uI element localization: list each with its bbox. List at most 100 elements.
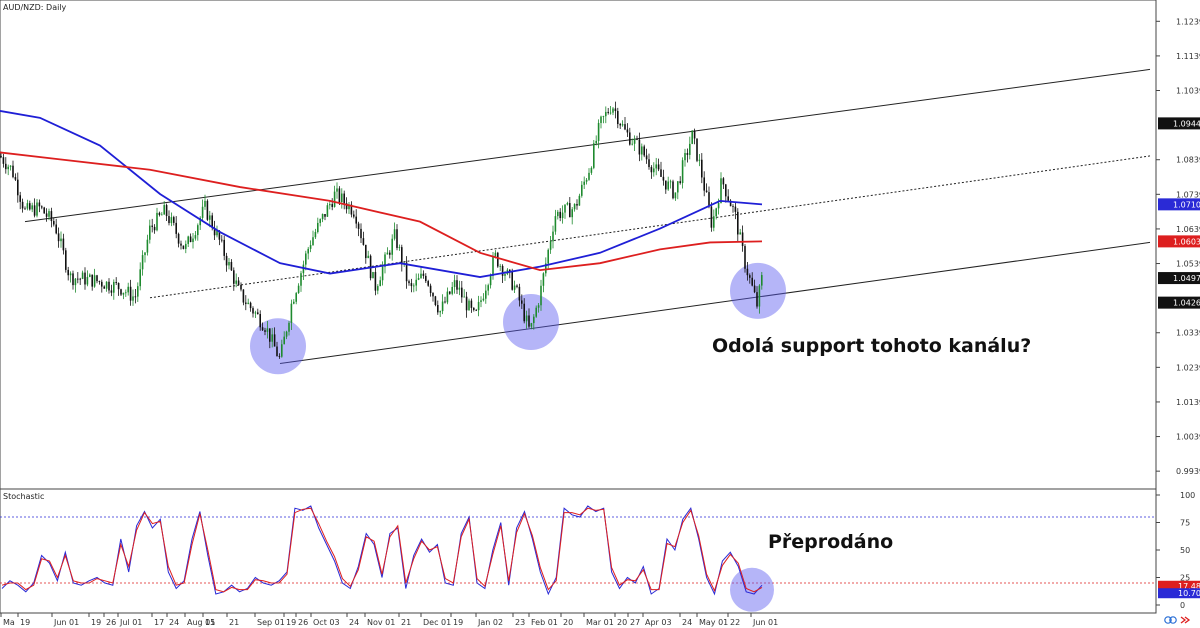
candle-body <box>173 217 175 223</box>
candle-body <box>617 111 619 125</box>
candle-body <box>185 243 187 249</box>
candle-body <box>477 301 480 311</box>
candle-body <box>456 280 458 290</box>
candle-body <box>461 287 463 298</box>
oversold-highlight-circle <box>730 567 774 612</box>
candle-body <box>199 217 201 226</box>
candle-body <box>151 225 153 227</box>
candle-body <box>665 180 667 190</box>
candle-body <box>283 336 285 345</box>
candle-body <box>585 179 588 182</box>
stochastic-tick-label: 100 <box>1180 491 1195 500</box>
candle-body <box>657 164 660 170</box>
link-icon[interactable] <box>1164 616 1177 624</box>
candle-body <box>237 280 240 286</box>
time-tick-label: 26 <box>106 618 116 627</box>
candle-body <box>379 280 381 287</box>
price-panel: AUD/NZD: Daily Odolá support tohoto kaná… <box>0 0 1157 490</box>
stochastic-lines <box>1 505 763 596</box>
candle-body <box>38 202 41 207</box>
candle-body <box>362 238 365 245</box>
candle-body <box>247 302 249 304</box>
candle-body <box>674 192 677 199</box>
candle-body <box>761 275 763 286</box>
candle-body <box>305 253 307 265</box>
candle-body <box>336 188 338 192</box>
candle-body <box>264 330 266 332</box>
candle-body <box>105 281 108 289</box>
support-highlight-circle <box>503 294 559 351</box>
candle-body <box>537 305 540 308</box>
stochastic-badge-label: 17.48 <box>1178 582 1200 591</box>
candle-body <box>360 228 362 239</box>
time-tick-label: Aug 01 <box>187 618 215 627</box>
candle-body <box>84 272 86 285</box>
candle-body <box>125 292 127 294</box>
candle-body <box>230 261 233 271</box>
candle-body <box>276 346 278 357</box>
time-tick-label: Ma <box>3 618 15 627</box>
candle-body <box>684 153 686 161</box>
price-tick-label: 1.0239 <box>1176 363 1200 372</box>
candle-body <box>756 292 758 307</box>
candle-body <box>583 181 585 185</box>
time-tick-label: 19 <box>453 618 463 627</box>
candle-body <box>101 281 103 287</box>
scroll-right-icon[interactable] <box>1180 616 1191 624</box>
candle-body <box>593 143 595 168</box>
candle-body <box>446 291 449 303</box>
candle-body <box>249 302 252 309</box>
candle-body <box>633 139 636 144</box>
candle-body <box>710 206 713 228</box>
candle-body <box>233 270 235 284</box>
candle-body <box>182 245 185 249</box>
stochastic-badge <box>1158 580 1200 591</box>
candle-body <box>350 204 353 215</box>
candle-body <box>113 281 115 293</box>
time-tick-label: 22 <box>730 618 740 627</box>
candle-body <box>489 275 492 286</box>
price-tick-label: 1.0839 <box>1176 156 1200 165</box>
time-tick-label: 24 <box>169 618 179 627</box>
candle-body <box>744 246 746 269</box>
stochastic-tick-label: 25 <box>1180 574 1190 583</box>
oversold-highlights <box>730 567 774 612</box>
candle-body <box>528 315 530 327</box>
price-tick-label: 1.0739 <box>1176 190 1200 199</box>
candle-body <box>257 312 259 314</box>
candle-body <box>122 292 125 295</box>
candle-body <box>525 315 528 322</box>
candle-body <box>533 316 535 324</box>
candle-body <box>729 200 732 207</box>
price-tick-label: 1.0039 <box>1176 433 1200 442</box>
candle-body <box>410 283 413 287</box>
stochastic-tick-label: 0 <box>1180 601 1185 610</box>
candle-body <box>29 203 31 210</box>
candle-body <box>240 285 242 290</box>
candle-body <box>120 289 122 295</box>
candle-body <box>696 138 698 161</box>
candle-body <box>158 212 161 215</box>
candle-body <box>413 285 415 287</box>
time-tick-label: Jun 01 <box>53 618 79 627</box>
candle-body <box>324 214 326 217</box>
candle-body <box>437 304 439 313</box>
stochastic-title: Stochastic <box>3 492 44 501</box>
candle-body <box>213 227 216 236</box>
candle-body <box>386 252 389 255</box>
candle-body <box>396 229 398 248</box>
candle-body <box>737 211 739 235</box>
candle-body <box>518 286 521 301</box>
candle-body <box>602 116 605 117</box>
candle-body <box>600 116 602 123</box>
moving-average-red <box>0 151 763 272</box>
candle-body <box>545 263 547 274</box>
candle-body <box>468 300 470 311</box>
candle-body <box>722 178 725 185</box>
candle-body <box>509 269 511 272</box>
candle-body <box>245 302 247 304</box>
candle-body <box>161 214 163 216</box>
candle-body <box>453 280 456 287</box>
price-badge <box>1158 235 1200 248</box>
